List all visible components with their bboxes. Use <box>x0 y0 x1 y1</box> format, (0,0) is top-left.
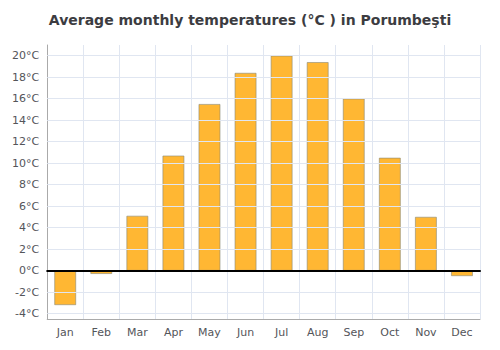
svg-text:Jun: Jun <box>236 326 254 339</box>
svg-text:Oct: Oct <box>380 326 400 339</box>
svg-text:Jul: Jul <box>274 326 288 339</box>
svg-text:-2°C: -2°C <box>15 286 39 299</box>
svg-text:18°C: 18°C <box>12 71 39 84</box>
svg-text:Mar: Mar <box>127 326 148 339</box>
svg-text:8°C: 8°C <box>19 178 39 191</box>
svg-text:2°C: 2°C <box>19 243 39 256</box>
svg-text:Nov: Nov <box>415 326 437 339</box>
svg-text:May: May <box>198 326 221 339</box>
svg-text:Aug: Aug <box>307 326 328 339</box>
svg-text:0°C: 0°C <box>19 264 39 277</box>
svg-text:Dec: Dec <box>451 326 472 339</box>
svg-text:20°C: 20°C <box>12 49 39 62</box>
svg-text:Average monthly temperatures (: Average monthly temperatures (°C ) in Po… <box>49 12 451 28</box>
svg-text:4°C: 4°C <box>19 221 39 234</box>
svg-text:12°C: 12°C <box>12 135 39 148</box>
svg-text:Apr: Apr <box>164 326 184 339</box>
svg-text:-4°C: -4°C <box>15 307 39 320</box>
svg-text:10°C: 10°C <box>12 157 39 170</box>
svg-text:Feb: Feb <box>92 326 111 339</box>
svg-text:14°C: 14°C <box>12 114 39 127</box>
svg-text:6°C: 6°C <box>19 200 39 213</box>
svg-text:16°C: 16°C <box>12 92 39 105</box>
svg-text:Jan: Jan <box>56 326 74 339</box>
svg-text:Sep: Sep <box>343 326 364 339</box>
